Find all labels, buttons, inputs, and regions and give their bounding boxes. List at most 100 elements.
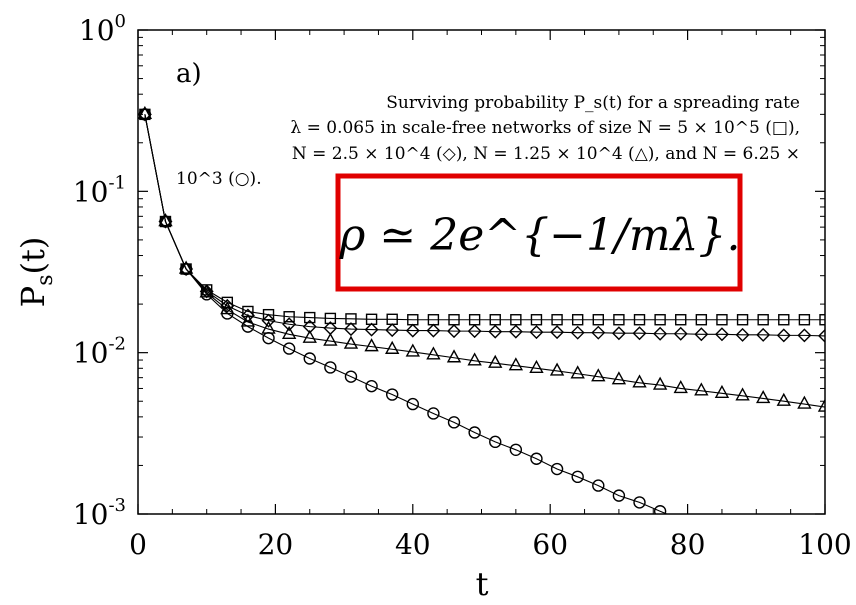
circle-marker (344, 370, 358, 383)
series-circle (138, 108, 669, 514)
diamond-marker (447, 324, 462, 339)
diamond-marker (673, 326, 688, 341)
square-marker (324, 312, 337, 325)
circle-marker (653, 505, 667, 514)
square-marker (778, 314, 790, 326)
square-marker (283, 311, 295, 323)
triangle-marker (529, 359, 544, 374)
triangle-marker (755, 390, 771, 404)
diamond-marker (467, 324, 482, 339)
circle-marker (530, 452, 543, 465)
diamond-marker (405, 323, 420, 338)
circle-marker (303, 352, 316, 365)
diamond-marker (632, 326, 647, 341)
series-line (144, 114, 825, 337)
diamond-marker (591, 325, 606, 340)
panel-label: a) (176, 59, 202, 89)
diamond-marker (653, 326, 668, 341)
annotation-box (335, 173, 743, 292)
triangle-marker (632, 374, 647, 388)
caption-line-1: Surviving probability P_s(t) for a sprea… (386, 93, 800, 113)
square-marker (695, 314, 708, 326)
triangle-marker (446, 349, 462, 363)
diamond-marker (756, 327, 771, 342)
series-diamond (138, 107, 825, 343)
circle-marker (489, 435, 502, 449)
triangle-marker (611, 371, 627, 385)
square-marker (304, 311, 316, 324)
triangle-marker (385, 340, 400, 354)
diamond-marker (385, 323, 400, 338)
triangle-marker (302, 329, 317, 343)
square-marker (736, 314, 749, 326)
circle-marker (365, 379, 378, 393)
diamond-marker (735, 327, 750, 342)
circle-marker (592, 479, 605, 492)
triangle-marker (178, 260, 194, 274)
circle-marker (509, 443, 523, 456)
caption: Surviving probability P_s(t) for a sprea… (176, 93, 800, 189)
square-marker (654, 314, 666, 326)
diamond-marker (714, 327, 729, 342)
square-marker (551, 314, 563, 326)
triangle-marker (281, 325, 297, 339)
square-marker (242, 305, 254, 318)
triangle-marker (714, 384, 730, 398)
triangle-marker (138, 105, 153, 120)
diamond-marker (220, 298, 235, 313)
square-marker (716, 314, 728, 326)
triangle-marker (652, 376, 668, 390)
triangle-marker (508, 357, 524, 371)
y-tick-label: 10-2 (73, 334, 126, 370)
caption-line-2: λ = 0.065 in scale-free networks of size… (290, 118, 800, 138)
y-axis-title-group: Ps(t) (14, 237, 58, 308)
y-tick-label: 100 (79, 11, 126, 47)
triangle-marker (343, 335, 359, 349)
circle-marker (633, 496, 646, 509)
diamond-marker (797, 328, 812, 343)
circle-marker (221, 307, 234, 320)
triangle-marker (776, 392, 791, 406)
diamond-marker (570, 325, 585, 340)
diamond-marker (776, 328, 791, 343)
triangle-marker (735, 387, 750, 401)
diamond-marker (261, 313, 276, 328)
circle-marker (612, 489, 626, 502)
diamond-marker (302, 319, 317, 334)
y-tick-labels: 100 10-1 10-2 10-3 (73, 11, 126, 531)
triangle-marker (323, 332, 338, 346)
diamond-marker (282, 317, 297, 332)
y-axis-title: Ps(t) (14, 237, 58, 308)
triangle-marker (570, 365, 585, 379)
circle-marker (282, 342, 296, 355)
circle-marker (324, 361, 337, 374)
x-tick-label: 20 (258, 528, 294, 561)
caption-line-4: 10^3 (○). (176, 169, 262, 189)
diamond-marker (611, 326, 626, 341)
triangle-marker (488, 354, 503, 368)
square-marker (798, 314, 811, 326)
diamond-marker (550, 325, 565, 340)
y-tick-label: 10-3 (73, 495, 126, 531)
triangle-marker (673, 379, 688, 394)
circle-marker (179, 262, 193, 276)
series-line (144, 114, 669, 514)
circle-marker (385, 388, 399, 401)
square-marker (819, 314, 825, 326)
diamond-marker (343, 322, 358, 337)
square-marker (633, 314, 646, 326)
circle-marker (406, 397, 419, 411)
annotation-formula: ρ ≃ 2e^{−1/mλ}. (339, 210, 741, 261)
circle-marker (159, 215, 172, 228)
triangle-marker (467, 352, 482, 366)
square-marker (613, 314, 625, 326)
square-marker (592, 314, 604, 326)
x-tick-label: 0 (129, 528, 147, 561)
circle-marker (200, 288, 213, 301)
circle-marker (447, 416, 461, 429)
diamond-marker (508, 324, 523, 339)
triangle-marker (797, 395, 812, 409)
circle-marker (468, 426, 481, 439)
circle-marker (138, 108, 152, 121)
